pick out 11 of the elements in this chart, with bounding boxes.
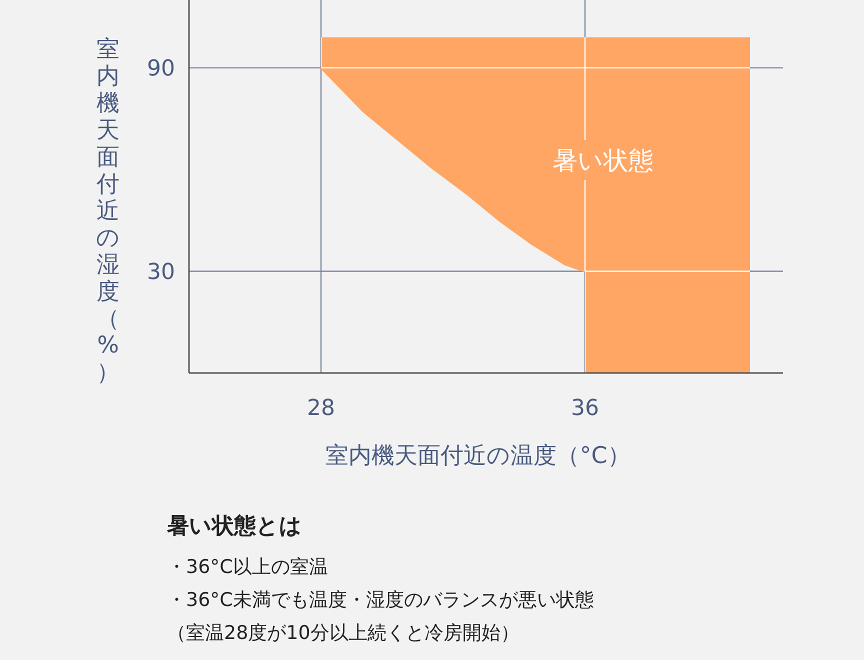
text: （室温28度が10分以上続くと冷房開始） [167,622,520,644]
x-tick-label: 36 [571,396,599,421]
text: ・36°C未満でも温度・湿度のバランスが悪い状態 [167,589,594,611]
y-tick-label: 30 [147,260,175,285]
x-tick-label: 28 [307,396,335,421]
text: ・36°C以上の室温 [167,556,328,578]
y-tick-label: 90 [147,56,175,82]
annotation: 暑い状態 [552,146,654,175]
text: 室内機天面付近の湿度（%） [96,36,120,386]
x-axis-title: 室内機天面付近の温度（°C） [326,443,630,469]
text: 暑い状態とは [166,513,302,539]
